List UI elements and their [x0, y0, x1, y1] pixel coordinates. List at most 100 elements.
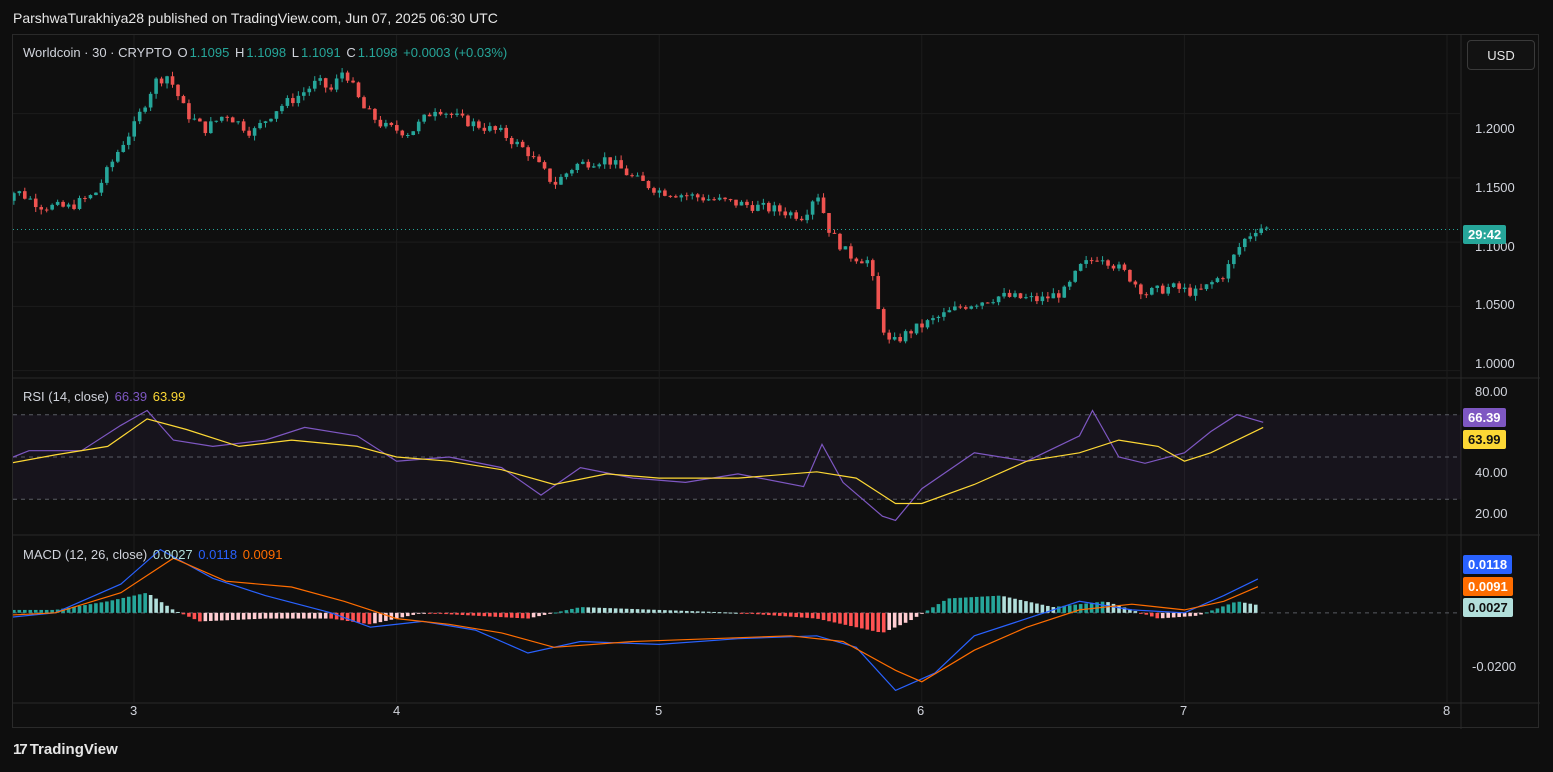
macd-histogram-bar	[630, 608, 634, 613]
time-tick: 3	[130, 703, 138, 718]
candle-body	[936, 316, 941, 319]
candle-body	[684, 195, 689, 197]
macd-histogram-bar	[181, 612, 186, 615]
candle-body	[269, 118, 273, 122]
rsi-legend: RSI (14, close) 66.39 63.99	[23, 389, 187, 404]
macd-histogram-bar	[1199, 612, 1203, 615]
candle-body	[17, 191, 22, 194]
macd-signal-value: 0.0091	[242, 547, 283, 562]
macd-histogram-bar	[953, 598, 957, 613]
macd-histogram-bar	[843, 612, 848, 625]
candle-body	[154, 78, 158, 94]
macd-label[interactable]: MACD (12, 26, close)	[23, 547, 148, 562]
candle-body	[947, 310, 952, 313]
candle-body	[33, 198, 38, 208]
macd-histogram-bar	[1056, 606, 1061, 613]
tradingview-logo-icon: 17	[13, 741, 28, 758]
candle-body	[94, 192, 98, 196]
macd-histogram-bar	[827, 612, 831, 622]
candle-body	[219, 116, 224, 121]
rsi-label[interactable]: RSI (14, close)	[23, 389, 109, 404]
macd-histogram-bar	[810, 612, 815, 619]
currency-button[interactable]: USD	[1467, 40, 1535, 70]
macd-histogram-bar	[881, 612, 886, 633]
candle-body	[701, 197, 705, 201]
macd-histogram-bar	[329, 612, 333, 619]
macd-histogram-bar	[909, 612, 913, 621]
macd-histogram-bar	[1248, 603, 1253, 613]
candle-body	[116, 151, 120, 162]
macd-histogram-bar	[1253, 604, 1258, 613]
symbol-label[interactable]: Worldcoin · 30 · CRYPTO	[23, 45, 172, 60]
macd-histogram-bar	[788, 612, 793, 617]
macd-histogram-bar	[613, 608, 618, 613]
candle-body	[635, 175, 640, 177]
macd-histogram-bar	[674, 610, 678, 613]
macd-histogram-bar	[1035, 603, 1039, 613]
candle-body	[44, 209, 49, 211]
macd-histogram-bar	[455, 612, 459, 615]
candle-body	[1007, 292, 1012, 297]
macd-histogram-bar	[1013, 598, 1017, 613]
time-tick: 5	[655, 703, 663, 718]
candle-body	[734, 199, 738, 206]
macd-histogram-bar	[132, 595, 137, 613]
candle-body	[362, 97, 366, 109]
macd-histogram-bar	[88, 604, 93, 613]
candle-body	[312, 80, 317, 89]
macd-histogram-bar	[1139, 612, 1143, 614]
candle-body	[788, 212, 793, 216]
candle-body	[61, 201, 65, 207]
macd-histogram-bar	[657, 609, 662, 613]
candle-body	[263, 121, 268, 123]
chart-frame[interactable]	[12, 34, 1540, 729]
publish-line: ParshwaTurakhiya28 published on TradingV…	[13, 10, 498, 26]
candle-body	[515, 141, 519, 145]
low-value: 1.1091	[300, 45, 341, 60]
macd-histogram-bar	[591, 607, 596, 613]
price-tick: 1.1500	[1475, 180, 1515, 195]
macd-histogram-bar	[690, 611, 695, 613]
candle-body	[1056, 293, 1061, 298]
macd-histogram-bar	[1237, 601, 1242, 613]
candle-body	[214, 120, 219, 122]
candle-body	[1210, 282, 1214, 285]
macd-histogram-bar	[1007, 597, 1012, 613]
candle-body	[367, 108, 372, 110]
macd-histogram-bar	[214, 612, 219, 621]
candle-body	[865, 260, 870, 264]
macd-histogram-bar	[1204, 612, 1209, 614]
macd-histogram-bar	[488, 612, 492, 617]
candle-body	[1018, 293, 1023, 299]
candle-body	[821, 197, 826, 214]
candle-body	[909, 331, 913, 334]
macd-histogram-bar	[33, 609, 38, 613]
macd-histogram-bar	[154, 598, 158, 613]
macd-histogram-bar	[936, 604, 941, 613]
candle-body	[422, 114, 426, 122]
macd-histogram-bar	[99, 602, 104, 613]
macd-histogram-bar	[1062, 605, 1067, 613]
macd-histogram-bar	[252, 612, 257, 620]
candle-body	[296, 95, 301, 104]
macd-histogram-bar	[695, 611, 700, 613]
candle-body	[695, 194, 700, 198]
candle-body	[345, 72, 350, 81]
candle-body	[1155, 285, 1160, 288]
candle-body	[870, 260, 875, 277]
candle-body	[1122, 264, 1127, 270]
candle-body	[132, 121, 137, 137]
macd-histogram-bar	[187, 612, 191, 617]
candle-body	[50, 204, 54, 210]
candle-body	[613, 160, 618, 165]
candle-body	[1215, 278, 1220, 283]
macd-histogram-bar	[17, 609, 22, 613]
macd-histogram-bar	[274, 612, 279, 619]
brand[interactable]: 17 TradingView	[13, 741, 118, 758]
candle-body	[668, 195, 673, 197]
chart-svg[interactable]	[13, 35, 1540, 729]
candle-body	[652, 188, 656, 193]
candle-body	[564, 173, 569, 177]
macd-histogram-bar	[772, 612, 777, 616]
candle-body	[230, 117, 235, 123]
